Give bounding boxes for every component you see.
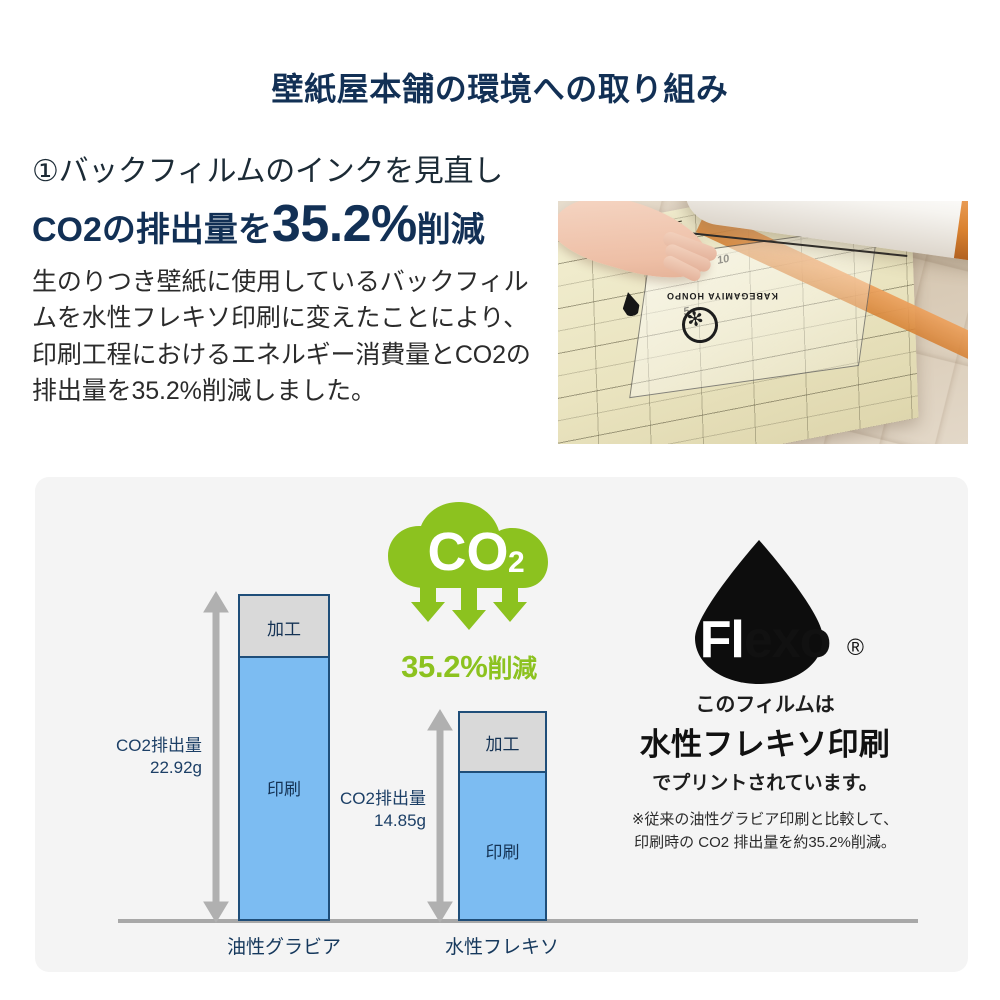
- intro-heading-2-value: 35.2%: [271, 194, 417, 253]
- co2-cloud-subscript: 2: [508, 546, 525, 579]
- flexo-line-3: でプリントされています。: [652, 773, 878, 794]
- co2-reduction-text: 35.2%削減: [374, 649, 564, 685]
- bar-1-total-label-head: CO2排出量: [116, 736, 202, 755]
- bar-2-total-label-value: 14.85g: [374, 811, 426, 831]
- registered-trademark-icon: ®: [847, 634, 864, 660]
- bar-2-print-label: 印刷: [485, 843, 520, 862]
- co2-reduction-value: 35.2%: [401, 649, 488, 684]
- flexo-word-white: Fl: [699, 611, 745, 669]
- bar-1-process-label: 加工: [267, 620, 301, 639]
- bar-1-total-label: CO2排出量 22.92g: [96, 735, 202, 779]
- intro-body-text: 生のりつき壁紙に使用しているバックフィルムを水性フレキソ印刷に変えたことにより、…: [32, 267, 531, 406]
- flexo-block: Flexo ® このフィルムは 水性フレキソ印刷 でプリントされています。 ※従…: [600, 538, 930, 854]
- wallpaper-roll-photo: 0 5 10 15 KABEGAMIYA HONPO: [558, 201, 968, 444]
- flexo-line-2: 水性フレキソ印刷: [639, 727, 891, 762]
- photo-roll-band: [953, 201, 968, 266]
- flexo-wordmark: Flexo: [600, 614, 930, 666]
- flexo-note: ※従来の油性グラビア印刷と比較して、 印刷時の CO2 排出量を約35.2%削減…: [600, 809, 930, 854]
- flexo-logo: Flexo ®: [600, 538, 930, 686]
- bar-2-process-label: 加工: [485, 735, 520, 754]
- flexo-line-1: このフィルムは: [695, 694, 835, 716]
- intro-heading-2-prefix: CO2の排出量を: [32, 210, 272, 249]
- intro-block: ①バックフィルムのインクを見直し CO2の排出量を 35.2% 削減 生のりつき…: [32, 155, 552, 410]
- bar-1-total-label-value: 22.92g: [150, 758, 202, 778]
- co2-reduction-suffix: 削減: [487, 655, 537, 683]
- co2-cloud-icon: CO 2: [388, 502, 548, 630]
- photo-film-brand-text: KABEGAMIYA HONPO: [666, 291, 778, 301]
- flexo-note-line-2: 印刷時の CO2 排出量を約35.2%削減。: [634, 833, 896, 851]
- chart-category-label-2: 水性フレキソ: [444, 937, 559, 958]
- intro-heading-2-suffix: 削減: [416, 210, 485, 249]
- intro-heading-1: ①バックフィルムのインクを見直し: [32, 155, 503, 188]
- co2-cloud-label: CO: [428, 522, 509, 582]
- chart-category-label-1: 油性グラビア: [226, 937, 341, 958]
- co2-down-arrows: [411, 584, 527, 630]
- water-drop-icon: [695, 540, 823, 684]
- bar-2-total-label-head: CO2排出量: [340, 789, 426, 808]
- page-title: 壁紙屋本舗の環境への取り組み: [271, 71, 729, 107]
- bar-2-total-label: CO2排出量 14.85g: [320, 788, 426, 832]
- bar-1-print-label: 印刷: [267, 780, 301, 799]
- intro-heading-2: CO2の排出量を 35.2% 削減: [32, 198, 552, 250]
- co2-reduction-badge: CO 2 35.2%削減: [374, 500, 564, 685]
- flexo-word-black: exo: [743, 611, 832, 669]
- flexo-note-line-1: ※従来の油性グラビア印刷と比較して、: [631, 811, 899, 828]
